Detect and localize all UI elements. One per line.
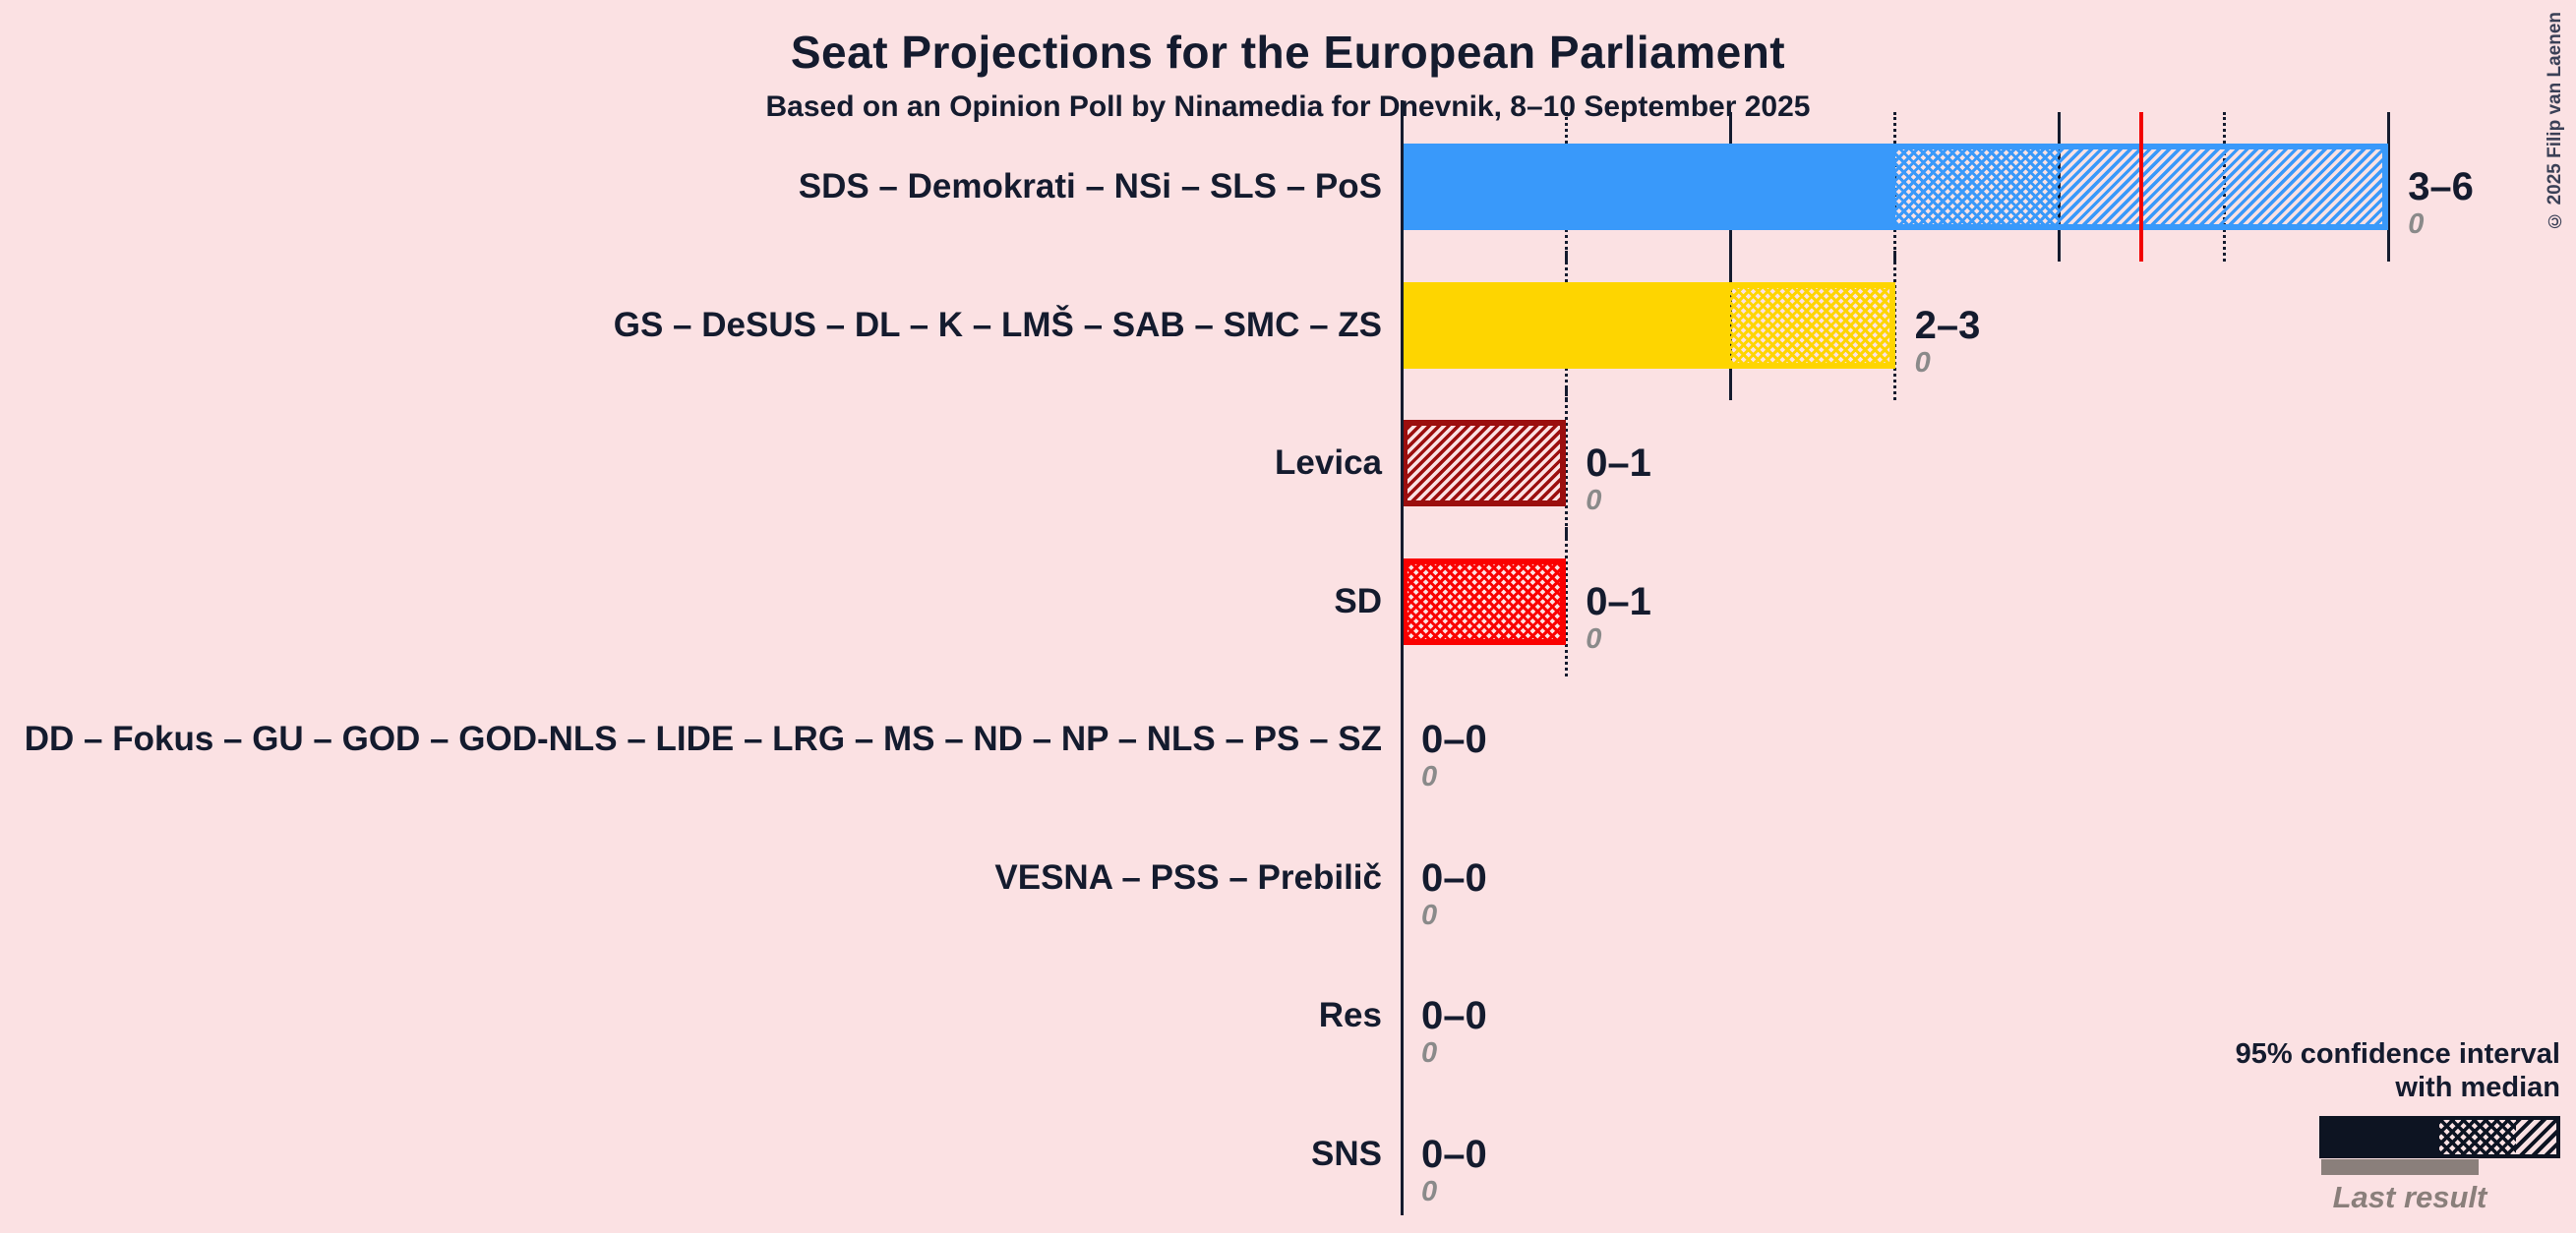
projection-range-label: 0–0 — [1421, 994, 1487, 1037]
party-label: VESNA – PSS – Prebilič — [994, 857, 1382, 897]
confidence-bar — [1402, 144, 2389, 230]
last-result-value: 0 — [2408, 208, 2425, 240]
last-result-value: 0 — [1421, 761, 1438, 793]
projection-range-label: 0–0 — [1421, 855, 1487, 900]
projection-range-label: 0–1 — [1586, 579, 1651, 623]
projection-range-label: 0–0 — [1421, 718, 1487, 761]
party-label: GS – DeSUS – DL – K – LMŠ – SAB – SMC – … — [613, 305, 1382, 344]
legend-title-line2: with median — [2395, 1072, 2560, 1103]
last-result-value: 0 — [1421, 1037, 1438, 1069]
party-label: SDS – Demokrati – NSi – SLS – PoS — [798, 167, 1382, 206]
legend-last-result-bar — [2321, 1159, 2479, 1175]
last-result-value: 0 — [1586, 622, 1602, 655]
last-result-value: 0 — [1421, 1175, 1438, 1207]
party-label: DD – Fokus – GU – GOD – GOD-NLS – LIDE –… — [24, 720, 1382, 758]
legend-solid-segment — [2323, 1120, 2440, 1154]
party-label: SNS — [1311, 1134, 1382, 1173]
last-result-value: 0 — [1421, 899, 1438, 931]
projection-range-label: 2–3 — [1914, 303, 1981, 347]
last-result-value: 0 — [1914, 346, 1931, 379]
seat-tick-1 — [1564, 388, 1568, 538]
confidence-bar — [1402, 558, 1567, 645]
bar-solid-segment — [1408, 149, 1895, 224]
seat-tick-1 — [1564, 526, 1568, 676]
chart-title: Seat Projections for the European Parlia… — [790, 27, 1786, 78]
bar-diagonal-segment — [2059, 149, 2383, 224]
bar-solid-segment — [1408, 287, 1731, 363]
seat-tick-3 — [1893, 250, 1897, 400]
legend-confidence-bar — [2319, 1116, 2560, 1158]
legend-crosshatch-segment — [2439, 1120, 2516, 1154]
majority-line — [2139, 112, 2144, 262]
last-result-value: 0 — [1586, 485, 1602, 516]
bar-crosshatch-segment — [1894, 149, 2060, 224]
confidence-bar — [1402, 420, 1567, 506]
confidence-bar — [1402, 281, 1895, 369]
copyright-notice: © 2025 Filip van Laenen — [2545, 12, 2565, 231]
projection-range-label: 0–0 — [1421, 1132, 1487, 1176]
legend-title-line1: 95% confidence interval — [2235, 1038, 2560, 1070]
seat-tick-6 — [2386, 112, 2390, 262]
party-label: Res — [1318, 996, 1382, 1034]
party-label: SD — [1334, 581, 1382, 620]
bar-crosshatch-segment — [1730, 287, 1889, 363]
projection-range-label: 3–6 — [2408, 165, 2474, 208]
party-label: Levica — [1275, 443, 1382, 482]
legend-last-result-label: Last result — [2332, 1180, 2487, 1214]
chart-subtitle: Based on an Opinion Poll by Ninamedia fo… — [765, 90, 1811, 123]
legend-diagonal-segment — [2515, 1120, 2556, 1154]
bar-diagonal-segment — [1408, 426, 1561, 500]
bar-crosshatch-segment — [1408, 563, 1561, 639]
projection-range-label: 0–1 — [1586, 441, 1651, 485]
chart-axis-line — [1400, 100, 1404, 1215]
